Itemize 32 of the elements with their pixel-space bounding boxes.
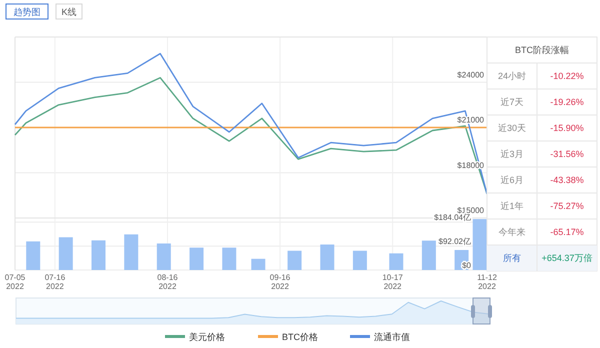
x-tick-label: 08-16 2022 <box>157 273 178 291</box>
text: BTC阶段涨幅 <box>515 45 569 55</box>
category-label: 近3月 <box>500 149 524 159</box>
text: +654.37万倍 <box>542 253 592 263</box>
category-label: 近7天 <box>500 97 524 107</box>
category-label: 今年来 <box>498 227 526 237</box>
x-tick-label: 11-12 2022 <box>477 273 498 291</box>
category-label: 24小时 <box>498 71 526 81</box>
legend-label: 流通市值 <box>374 332 410 342</box>
x-tick-label: 07-16 2022 <box>44 273 66 291</box>
y-tick-label: $92.02亿 <box>438 237 471 246</box>
text: 趋势图 <box>14 7 40 17</box>
category-label: 近1年 <box>500 201 524 211</box>
text: -15.90% <box>550 123 584 133</box>
category-label: 近30天 <box>498 123 526 133</box>
text: -31.56% <box>550 149 584 159</box>
text: -43.38% <box>550 175 584 185</box>
x-tick-label: 10-17 2022 <box>382 273 404 291</box>
y-tick-label: $24000 <box>457 70 485 80</box>
y-tick-label: $15000 <box>457 206 485 215</box>
category-label: 近6月 <box>500 175 524 185</box>
category-label: 所有 <box>503 253 521 263</box>
text: -10.22% <box>550 71 584 81</box>
text: -75.27% <box>550 201 584 211</box>
text: K线 <box>61 7 77 17</box>
text: -19.26% <box>550 97 584 107</box>
legend-label: BTC价格 <box>282 332 318 342</box>
x-tick-label: 09-16 2022 <box>270 273 291 291</box>
x-tick-label: 07-05 2022 <box>4 273 26 291</box>
text: -65.17% <box>550 227 584 237</box>
legend-label: 美元价格 <box>189 332 225 342</box>
y-tick-label: $184.04亿 <box>434 213 471 222</box>
